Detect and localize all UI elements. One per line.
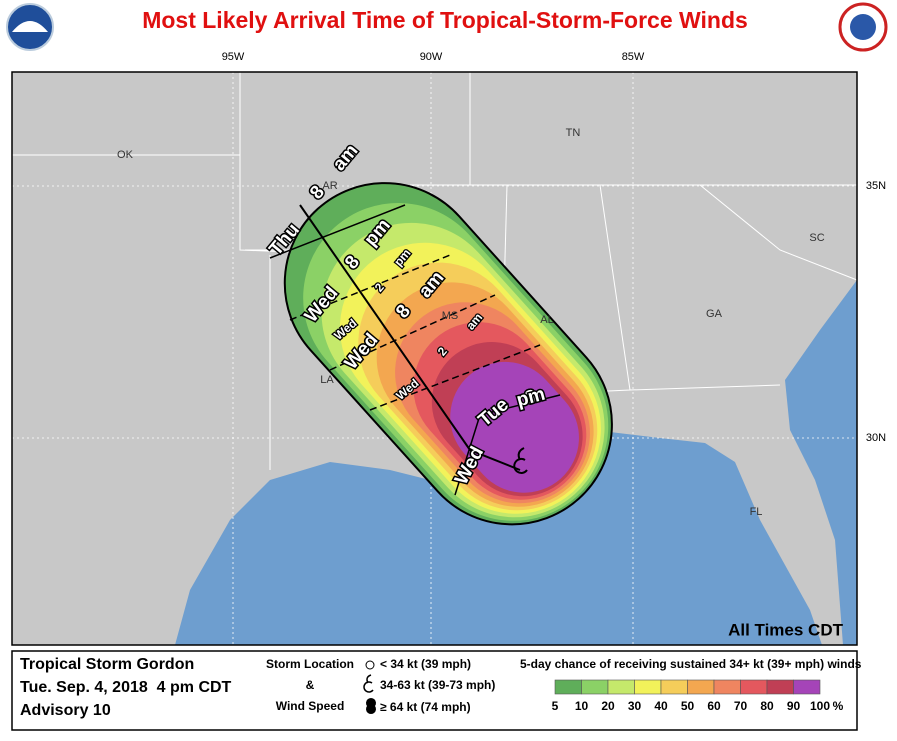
latitude-label: 30N <box>866 432 886 444</box>
noaa-logo <box>6 3 54 51</box>
scale-swatch <box>740 679 768 695</box>
state-label: FL <box>750 506 763 518</box>
scale-swatch <box>766 679 794 695</box>
scale-swatch <box>607 679 635 695</box>
location-title: Wind Speed <box>276 699 345 713</box>
scale-swatch <box>793 679 821 695</box>
scale-label: 80 <box>760 699 774 713</box>
swath-band <box>450 361 579 493</box>
location-item: 34-63 kt (39-73 mph) <box>380 678 495 692</box>
probability-swath <box>283 182 613 526</box>
location-item: ≥ 64 kt (74 mph) <box>380 700 471 714</box>
storm-name: Tropical Storm Gordon <box>20 656 194 673</box>
scale-label: 10 <box>575 699 589 713</box>
scale-swatch <box>687 679 715 695</box>
state-label: MS <box>442 310 459 322</box>
location-item: < 34 kt (39 mph) <box>380 657 471 671</box>
scale-label: 5 <box>552 699 559 713</box>
scale-label: 20 <box>601 699 615 713</box>
scale-label: 90 <box>787 699 801 713</box>
scale-label: 100 <box>810 699 830 713</box>
map-frame <box>11 71 858 646</box>
gulf <box>12 425 822 645</box>
symbol-weak <box>365 660 375 670</box>
state-label: AL <box>540 314 553 326</box>
state-label: LA <box>320 374 334 386</box>
latitude-label: 35N <box>866 180 886 192</box>
scale-swatch <box>660 679 688 695</box>
longitude-label: 95W <box>222 51 245 63</box>
state-label: SC <box>809 232 824 244</box>
atlantic <box>785 280 857 645</box>
time-note: All Times CDT <box>728 620 844 639</box>
state-label: TN <box>566 127 581 139</box>
location-title: Storm Location <box>266 657 354 671</box>
timing-lines <box>269 204 561 496</box>
title: Most Likely Arrival Time of Tropical-Sto… <box>142 7 748 33</box>
issue-date: Tue. Sep. 4, 2018 4 pm CDT <box>20 679 232 696</box>
scale-label: 60 <box>707 699 721 713</box>
scale-swatch <box>554 679 582 695</box>
state-label: AR <box>322 180 337 192</box>
scale-label: 40 <box>654 699 668 713</box>
scale-label: 70 <box>734 699 748 713</box>
scale-swatch <box>581 679 609 695</box>
scale-swatch <box>713 679 741 695</box>
scale-label: 30 <box>628 699 642 713</box>
nws-logo <box>838 2 888 52</box>
color-scale: 5 10 20 30 40 50 60 70 80 90 100% <box>552 679 844 713</box>
storm-symbol <box>513 447 528 474</box>
scale-title: 5-day chance of receiving sustained 34+ … <box>520 657 862 671</box>
scale-unit: % <box>833 699 844 713</box>
longitude-label: 85W <box>622 51 645 63</box>
state-label: OK <box>117 149 134 161</box>
advisory: Advisory 10 <box>20 702 111 719</box>
symbol-hurricane <box>365 697 376 714</box>
symbol-ts <box>363 674 374 693</box>
longitude-label: 90W <box>420 51 443 63</box>
scale-swatch <box>634 679 662 695</box>
state-label: GA <box>706 308 723 320</box>
scale-label: 50 <box>681 699 695 713</box>
location-title: & <box>306 678 315 692</box>
